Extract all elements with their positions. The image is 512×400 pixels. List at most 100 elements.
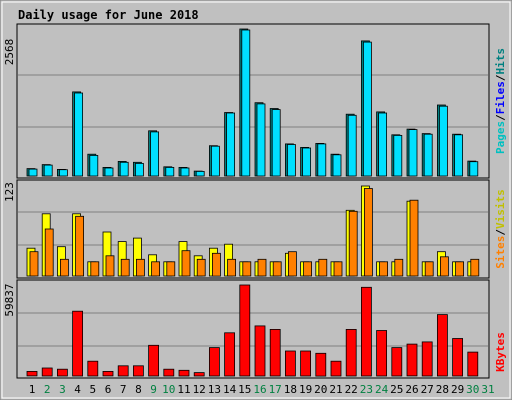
bar-files-day-20	[317, 143, 327, 177]
bar-files-day-30	[469, 161, 479, 177]
x-tick-day-26: 26	[405, 383, 418, 396]
bar-sites-day-29	[455, 261, 465, 277]
bar-kbytes-day-3	[57, 368, 68, 377]
bar-sites-day-27	[424, 261, 434, 277]
bar-sites-day-9	[151, 261, 161, 277]
x-tick-day-3: 3	[59, 383, 66, 396]
label-hits: Hits	[494, 48, 507, 75]
bar-files-day-8	[134, 162, 144, 177]
bar-sites-day-4	[75, 215, 84, 277]
bar-files-day-6	[104, 167, 114, 177]
bar-files-day-16	[256, 103, 266, 177]
bar-kbytes-day-4	[72, 310, 83, 377]
bar-kbytes-day-20	[315, 352, 327, 377]
bar-sites-day-23	[363, 188, 373, 277]
x-tick-day-20: 20	[314, 383, 327, 396]
ytick-mid: 123	[3, 182, 16, 202]
bar-sites-day-24	[379, 261, 389, 277]
x-tick-day-19: 19	[299, 383, 312, 396]
bar-sites-day-17	[272, 261, 282, 277]
bar-kbytes-day-28	[436, 314, 448, 377]
x-tick-day-1: 1	[29, 383, 36, 396]
bar-files-day-21	[332, 154, 342, 177]
bar-sites-day-6	[105, 255, 115, 277]
label-sep-2: /	[494, 74, 507, 81]
bar-kbytes-day-23	[360, 286, 372, 377]
bar-kbytes-day-9	[148, 344, 160, 377]
x-tick-day-29: 29	[451, 383, 464, 396]
bar-sites-day-10	[166, 261, 176, 277]
x-tick-day-25: 25	[390, 383, 403, 396]
x-tick-day-16: 16	[253, 383, 266, 396]
bar-sites-day-22	[348, 210, 358, 277]
bar-files-day-19	[302, 147, 312, 177]
right-label-bottom: KBytes	[494, 332, 507, 372]
label-sep-1: /	[494, 114, 507, 121]
bar-sites-day-16	[257, 258, 267, 277]
x-tick-day-30: 30	[466, 383, 479, 396]
bar-files-day-9	[150, 131, 160, 177]
bar-files-day-5	[89, 154, 99, 177]
bar-sites-day-1	[29, 251, 39, 277]
bar-sites-day-8	[135, 258, 145, 277]
bar-kbytes-day-6	[102, 370, 114, 377]
bar-kbytes-day-1	[26, 370, 38, 377]
bar-sites-day-3	[60, 258, 69, 277]
bar-kbytes-day-27	[421, 341, 433, 377]
x-tick-day-31: 31	[481, 383, 494, 396]
x-tick-day-13: 13	[208, 383, 221, 396]
label-visits: Visits	[494, 189, 507, 229]
bar-kbytes-day-24	[376, 330, 388, 377]
bar-sites-day-30	[470, 258, 480, 277]
bar-sites-day-19	[303, 261, 313, 277]
chart-title: Daily usage for June 2018	[18, 8, 199, 22]
bar-kbytes-day-26	[406, 343, 418, 377]
ytick-bottom: 59837	[3, 283, 16, 316]
bar-sites-day-26	[409, 199, 419, 277]
bar-sites-day-28	[439, 256, 449, 277]
bars-visits-sites	[26, 185, 480, 277]
label-sites: Sites	[494, 236, 507, 269]
bar-files-day-15	[241, 29, 251, 177]
x-tick-day-7: 7	[120, 383, 127, 396]
bar-kbytes-day-15	[239, 284, 251, 377]
bar-sites-day-14	[227, 258, 237, 277]
bar-files-day-1	[28, 168, 38, 177]
bar-files-day-4	[74, 92, 83, 177]
bar-kbytes-day-14	[224, 332, 236, 377]
bar-kbytes-day-16	[254, 325, 266, 377]
bar-kbytes-day-7	[117, 365, 129, 377]
bar-sites-day-11	[181, 250, 191, 277]
right-label-mid: Sites/Visits	[494, 189, 507, 269]
bar-sites-day-15	[242, 261, 252, 277]
x-tick-day-17: 17	[269, 383, 282, 396]
bar-kbytes-day-12	[193, 372, 205, 377]
bar-files-day-29	[454, 134, 464, 177]
x-tick-day-8: 8	[135, 383, 142, 396]
x-tick-day-2: 2	[44, 383, 51, 396]
x-tick-day-12: 12	[193, 383, 206, 396]
bars-kbytes	[26, 284, 479, 377]
bar-kbytes-day-30	[467, 351, 479, 377]
bar-files-day-12	[195, 170, 205, 177]
x-tick-day-28: 28	[436, 383, 449, 396]
bar-files-day-7	[119, 161, 129, 177]
x-tick-day-15: 15	[238, 383, 251, 396]
bar-sites-day-7	[120, 258, 130, 277]
x-tick-day-24: 24	[375, 383, 389, 396]
bar-kbytes-day-17	[269, 328, 281, 377]
bar-sites-day-12	[196, 258, 206, 277]
x-tick-day-9: 9	[150, 383, 157, 396]
bar-files-day-26	[408, 129, 418, 177]
bar-files-day-14	[226, 112, 236, 177]
bar-files-day-24	[378, 112, 388, 177]
bar-kbytes-day-2	[41, 367, 53, 377]
bar-kbytes-day-21	[330, 360, 342, 377]
ytick-top: 2568	[3, 39, 16, 66]
x-tick-day-6: 6	[105, 383, 112, 396]
bar-files-day-28	[438, 105, 448, 177]
right-label-top: Pages/Files/Hits	[494, 48, 507, 154]
bar-kbytes-day-13	[208, 347, 220, 377]
